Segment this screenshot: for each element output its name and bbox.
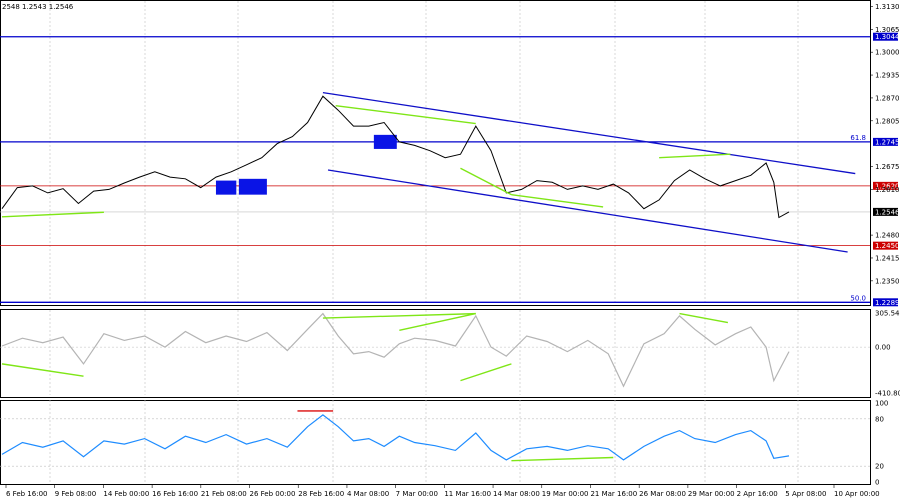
x-tick-label: 10 Apr 00:00 [834,490,880,498]
cci-grid [0,310,870,395]
divergence-line [460,167,512,196]
divergence-line [335,104,476,125]
ohlc-header: 2548 1.2543 1.2546 [2,3,74,11]
x-tick-label: 14 Mar 08:00 [493,490,540,498]
rsi-pane: 100 80 20 0 [0,400,888,487]
rsi-axis: 100 80 20 0 [875,400,888,487]
rsi-tick-label: 100 [875,400,888,408]
rsi-tick-label: 0 [875,479,879,487]
y-tick-label: 1.3130 [875,3,900,11]
x-tick-label: 21 Mar 16:00 [590,490,637,498]
x-tick-label: 21 Feb 08:00 [201,490,247,498]
price-series [1,95,790,219]
x-tick-label: 29 Mar 00:00 [688,490,735,498]
y-tick-label: 1.2350 [875,277,900,285]
divergence-line [679,312,729,324]
main-grid [49,1,799,305]
x-tick-label: 11 Mar 16:00 [444,490,491,498]
time-axis: 6 Feb 16:00 9 Feb 08:00 14 Feb 00:00 16 Feb… [5,484,880,498]
cci-tick-label: -410.803 [875,390,900,398]
main-pane: 1.3044 1.2745 61.8 1.2620 1.2450 1.2289 50.0 1.… [0,0,900,307]
channel-lower-line [327,169,848,253]
y-tick-label: 1.2610 [875,186,900,194]
x-tick-label: 5 Apr 08:00 [785,490,826,498]
level-price-label: 1.2289 [875,299,900,307]
x-tick-label: 6 Feb 16:00 [6,490,47,498]
x-tick-label: 2 Apr 16:00 [737,490,778,498]
level-price-label: 1.2450 [875,242,900,250]
divergence-line [659,153,731,159]
channel-upper-line [322,92,856,175]
fib-level-label: 50.0 [850,294,866,302]
x-tick-label: 28 Feb 16:00 [298,490,344,498]
order-zone [215,180,237,195]
fib-level-label: 61.8 [850,134,866,142]
x-tick-label: 26 Mar 08:00 [639,490,686,498]
horizontal-levels: 1.3044 1.2745 61.8 1.2620 1.2450 1.2289 50.0 1.… [0,32,900,307]
cci-tick-label: 305.5401 [875,310,900,318]
level-price-box [873,137,898,146]
divergence-line [322,312,476,319]
cci-tick-label: 0.00 [875,344,891,352]
descending-channel [322,92,856,253]
level-price-label: 1.2620 [875,182,900,190]
cci-pane: 305.5401 0.00 -410.803 [0,309,900,398]
x-tick-label: 14 Feb 00:00 [103,490,149,498]
cci-series [1,312,790,388]
x-tick-label: 7 Mar 00:00 [396,490,438,498]
rsi-series [1,414,790,461]
level-price-box [873,32,898,41]
level-price-label: 1.2745 [875,138,900,146]
y-tick-label: 1.3065 [875,26,900,34]
main-pane-frame [0,0,871,306]
rsi-tick-label: 80 [875,415,884,423]
level-price-box [873,241,898,250]
rsi-divergence-lines [297,410,614,462]
x-tick-label: 16 Feb 16:00 [152,490,198,498]
order-zone [238,178,267,195]
divergence-line [511,456,614,462]
divergence-line [511,193,604,208]
order-zone [373,134,397,149]
divergence-line [399,312,476,332]
last-price-label: 1.2546 [875,208,900,216]
cci-axis: 305.5401 0.00 -410.803 [875,310,900,398]
divergence-line [1,363,84,377]
divergence-line [460,363,512,382]
y-tick-label: 1.2935 [875,72,900,80]
rsi-pane-frame [0,400,871,485]
y-tick-label: 1.2870 [875,94,900,102]
rsi-grid [0,400,870,484]
y-tick-label: 1.2415 [875,254,900,262]
rsi-tick-label: 20 [875,463,884,471]
y-tick-label: 1.2480 [875,232,900,240]
price-axis: 1.3130 1.3065 1.3000 1.2935 1.2870 1.2805 1.26… [870,3,900,285]
order-zones [215,134,397,195]
y-tick-label: 1.2675 [875,163,900,171]
x-tick-label: 4 Mar 08:00 [347,490,389,498]
level-price-box [873,298,898,307]
y-tick-label: 1.2805 [875,117,900,125]
divergence-line [1,211,104,218]
x-tick-label: 19 Mar 00:00 [542,490,589,498]
cci-divergence-lines [1,312,729,382]
cci-pane-frame [0,309,871,398]
price-divergence-lines [1,104,731,218]
x-tick-label: 26 Feb 00:00 [250,490,296,498]
last-price-box [873,207,898,216]
level-price-label: 1.3044 [875,33,900,41]
level-price-box [873,181,898,190]
y-tick-label: 1.3000 [875,49,900,57]
x-tick-label: 9 Feb 08:00 [55,490,96,498]
